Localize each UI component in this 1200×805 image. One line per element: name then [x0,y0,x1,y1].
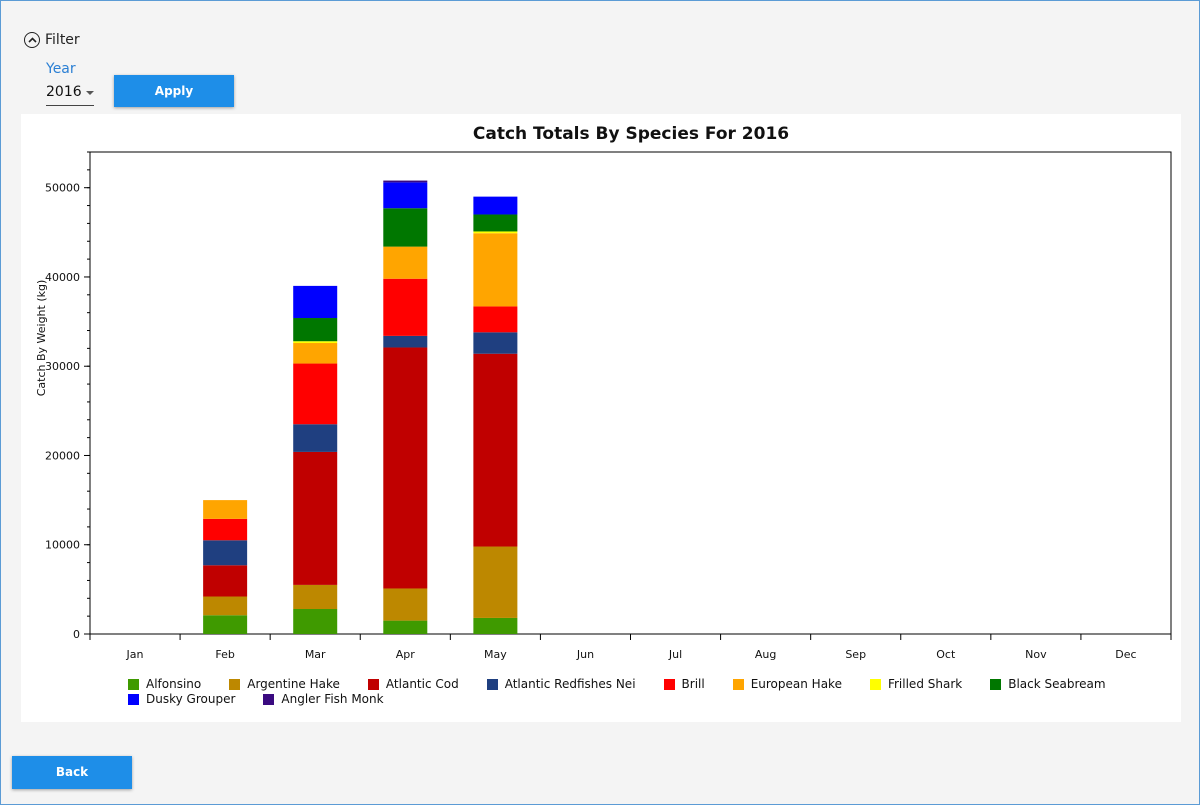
y-tick-label: 30000 [45,360,80,373]
bar-segment [473,332,518,354]
legend-label: Dusky Grouper [146,692,236,706]
x-tick-label: Feb [215,648,234,661]
legend-swatch [990,678,1002,690]
bar-segment [293,318,338,342]
legend-swatch [732,678,744,690]
legend-label: Atlantic Redfishes Nei [504,677,636,691]
year-value: 2016 [46,84,82,100]
bar-segment [473,214,518,232]
bar-segment [473,231,518,234]
legend-label: Argentine Hake [247,677,340,691]
bar-segment [203,518,248,541]
legend-item: Angler Fish Monk [263,692,384,706]
y-tick-label: 10000 [45,539,80,552]
chart-title: Catch Totals By Species For 2016 [472,124,790,144]
filter-label: Filter [45,32,80,48]
legend-label: Black Seabream [1008,677,1106,691]
bar-segment [473,196,518,215]
bar-segment [293,341,338,344]
bar-segment [293,609,338,634]
bar-segment [293,343,338,364]
filter-toggle[interactable]: Filter [24,32,80,48]
y-tick-label: 50000 [45,182,80,195]
legend-swatch [367,678,379,690]
legend-item: Argentine Hake [229,677,340,691]
bar-segment [383,588,428,621]
plot-border [89,151,1172,635]
bar-segment [383,620,428,634]
legend-item: Atlantic Cod [367,677,459,691]
year-dropdown[interactable]: 2016 [46,83,94,106]
legend-item: Frilled Shark [869,677,963,691]
chart-panel: 0 10000 20000 30000 40000 50000 Catch By Weigh… [21,114,1181,722]
legend-swatch [128,693,139,705]
bar-segment [383,347,428,589]
bar-segment [293,285,338,319]
year-label: Year [46,61,76,77]
x-tick-label: Jul [668,648,682,661]
x-tick-label: Oct [936,648,956,661]
legend-swatch [229,678,241,690]
legend-swatch [486,678,498,690]
bar-segment [203,565,248,597]
y-axis-label: Catch By Weight (kg) [35,280,48,397]
legend-item: Black Seabream [990,677,1106,691]
bar-segment [293,424,338,452]
legend-item: Alfonsino [128,677,201,691]
x-tick-label: Dec [1115,648,1136,661]
legend-item: Dusky Grouper [128,692,235,706]
chevron-down-icon [86,91,94,95]
bar-segment [203,500,248,519]
bar-segment [473,353,518,547]
y-tick-label: 40000 [45,271,80,284]
bar-segment [293,451,338,585]
legend-swatch [128,678,139,690]
bar-segment [473,306,518,333]
y-tick-label: 0 [73,628,80,641]
y-tick-label: 20000 [45,449,80,462]
x-tick-label: Jun [576,648,594,661]
bar-segment [383,180,428,183]
bar-segment [203,596,248,616]
apply-button[interactable]: Apply [114,75,234,107]
bar-segment [383,208,428,247]
legend-item: European Hake [732,677,842,691]
bar-segment [473,617,518,634]
x-tick-label: Sep [845,648,866,661]
bar-segment [383,335,428,348]
bar-segment [293,363,338,425]
legend-label: Atlantic Cod [385,677,459,691]
bar-segment [473,546,518,618]
legend-swatch [663,678,675,690]
chevron-up-icon [24,32,40,48]
chart-legend: Alfonsino Argentine Hake Atlantic Cod Atlan… [128,677,1168,706]
bar-segment [383,246,428,279]
bar-segment [203,540,248,566]
legend-item: Brill [663,677,705,691]
bar-segment [383,182,428,209]
legend-label: Alfonsino [146,677,202,691]
x-tick-label: Apr [396,648,416,661]
bar-segment [473,233,518,307]
bar-segment [203,615,248,634]
legend-swatch [869,678,881,690]
legend-swatch [263,693,275,705]
x-tick-label: May [484,648,507,661]
legend-label: Angler Fish Monk [281,692,384,706]
bar-segment [293,584,338,610]
x-tick-label: Mar [305,648,326,661]
legend-label: Frilled Shark [887,677,963,691]
x-tick-label: Aug [755,648,776,661]
bar-segment [383,278,428,336]
chart-plot: 0 10000 20000 30000 40000 50000 Catch By Weigh… [35,151,1172,661]
back-button[interactable]: Back [12,756,132,789]
legend-label: Brill [681,677,705,691]
legend-label: European Hake [750,677,842,691]
x-tick-label: Nov [1025,648,1047,661]
legend-item: Atlantic Redfishes Nei [486,677,636,691]
x-tick-label: Jan [126,648,144,661]
